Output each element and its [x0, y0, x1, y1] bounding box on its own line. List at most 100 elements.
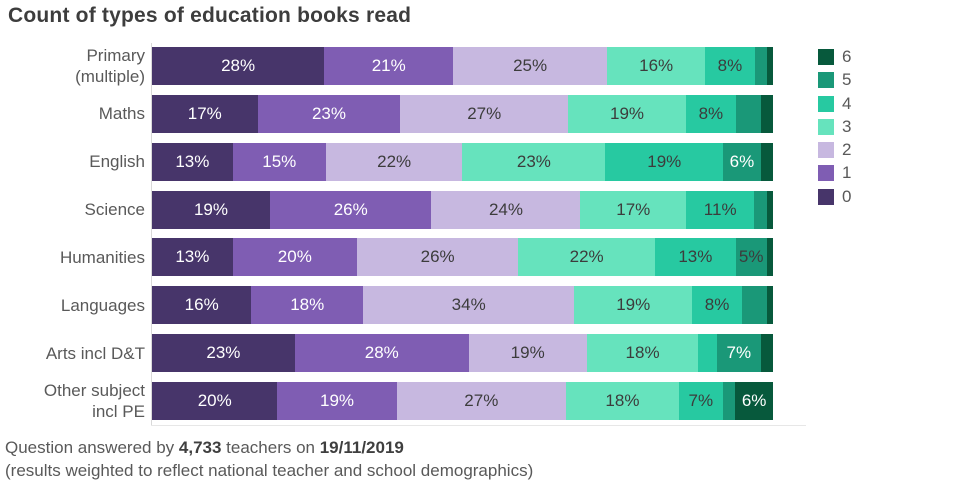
category-label: Maths — [98, 104, 145, 124]
bar-segment-series-3: 19% — [574, 286, 693, 325]
bar-segment-series-5: 7% — [717, 334, 761, 373]
footnote-line-1: Question answered by 4,733 teachers on 1… — [5, 436, 533, 459]
bar-segment-series-0: 16% — [152, 286, 252, 325]
category-label: Primary (multiple) — [75, 46, 145, 86]
bar-track: 23% 28% 19% 18% 7% — [152, 334, 773, 373]
bar-segment-series-1: 26% — [269, 190, 432, 229]
bar-segment-series-4 — [698, 334, 718, 373]
legend-label: 4 — [842, 93, 852, 113]
legend-label: 2 — [842, 140, 852, 160]
legend-label: 5 — [842, 70, 852, 90]
bar-segment-series-6 — [760, 94, 773, 133]
footnote: Question answered by 4,733 teachers on 1… — [5, 436, 533, 482]
legend-label: 0 — [842, 186, 852, 206]
bar-row: Maths 17% 23% 27% 19% 8% — [0, 94, 773, 133]
legend-swatch-icon — [818, 72, 834, 89]
legend-item-6: 6 — [818, 47, 852, 66]
category-label: Humanities — [59, 247, 145, 267]
bar-track: 28% 21% 25% 16% 8% — [152, 47, 773, 85]
category-label: Languages — [60, 295, 145, 315]
bar-segment-series-0: 17% — [152, 94, 258, 133]
bar-segment-series-5 — [754, 190, 767, 229]
bar-segment-series-2: 26% — [356, 238, 519, 277]
bar-segment-series-6 — [766, 286, 773, 325]
bar-segment-series-3: 22% — [518, 238, 655, 277]
bar-segment-series-1: 21% — [324, 47, 454, 85]
bar-segment-series-5: 5% — [735, 238, 767, 277]
respondent-count: 4,733 — [178, 438, 222, 457]
bar-segment-series-1: 18% — [251, 286, 364, 325]
bar-segment-series-1: 28% — [294, 334, 469, 373]
bar-row: Languages 16% 18% 34% 19% 8% — [0, 286, 773, 325]
bar-segment-series-2: 22% — [325, 142, 463, 181]
legend-swatch-icon — [818, 188, 834, 205]
legend-swatch-icon — [818, 118, 834, 135]
category-label: English — [89, 152, 145, 172]
x-axis-line — [151, 425, 806, 426]
legend-swatch-icon — [818, 49, 834, 65]
category-label: Arts incl D&T — [45, 343, 145, 363]
bar-row: Humanities 13% 20% 26% 22% 13% 5% — [0, 238, 773, 277]
bar-segment-series-6 — [760, 142, 773, 181]
bar-track: 16% 18% 34% 19% 8% — [152, 286, 773, 325]
bar-segment-series-4: 8% — [686, 94, 736, 133]
bar-segment-series-2: 25% — [453, 47, 607, 85]
bar-segment-series-2: 27% — [396, 381, 566, 420]
survey-date: 19/11/2019 — [319, 438, 404, 457]
legend-label: 3 — [842, 116, 852, 136]
bar-segment-series-4: 8% — [705, 47, 755, 85]
bar-segment-series-6 — [766, 238, 773, 277]
bar-segment-series-3: 23% — [462, 142, 606, 181]
bar-segment-series-4: 11% — [686, 190, 755, 229]
bar-track: 13% 15% 22% 23% 19% 6% — [152, 142, 773, 181]
legend-swatch-icon — [818, 142, 834, 159]
bar-track: 13% 20% 26% 22% 13% 5% — [152, 238, 773, 277]
bar-segment-series-6: 6% — [735, 381, 773, 420]
bar-row: Arts incl D&T 23% 28% 19% 18% 7% — [0, 334, 773, 373]
bar-segment-series-5 — [735, 94, 761, 133]
bar-segment-series-4: 8% — [692, 286, 742, 325]
bar-segment-series-3: 19% — [568, 94, 687, 133]
footnote-line-2: (results weighted to reflect national te… — [5, 461, 534, 480]
legend-item-0: 0 — [818, 186, 852, 206]
legend-item-5: 5 — [818, 70, 852, 90]
bar-rows: Primary (multiple) 28% 21% 25% 16% 8% Maths 17% 2… — [0, 46, 773, 421]
bar-segment-series-0: 23% — [152, 334, 295, 373]
bar-track: 20% 19% 27% 18% 7% 6% — [152, 381, 773, 420]
bar-segment-series-1: 20% — [232, 238, 357, 277]
legend-label: 1 — [842, 163, 852, 183]
bar-segment-series-6 — [766, 47, 773, 85]
bar-segment-series-3: 16% — [606, 47, 706, 85]
bar-segment-series-3: 18% — [586, 334, 699, 373]
legend: 6 5 4 3 2 1 0 — [818, 47, 852, 206]
legend-item-4: 4 — [818, 93, 852, 113]
bar-segment-series-2: 19% — [468, 334, 587, 373]
legend-item-3: 3 — [818, 116, 852, 136]
bar-segment-series-5 — [722, 381, 736, 420]
bar-segment-series-1: 19% — [277, 381, 397, 420]
bar-track: 19% 26% 24% 17% 11% — [152, 190, 773, 229]
bar-row: Primary (multiple) 28% 21% 25% 16% 8% — [0, 46, 773, 86]
bar-row: Other subject incl PE 20% 19% 27% 18% 7% 6% — [0, 380, 773, 421]
chart-title: Count of types of education books read — [8, 4, 412, 27]
bar-segment-series-2: 24% — [431, 190, 581, 229]
bar-row: English 13% 15% 22% 23% 19% 6% — [0, 142, 773, 181]
bar-segment-series-0: 13% — [152, 238, 233, 277]
category-label: Other subject incl PE — [43, 380, 145, 421]
bar-segment-series-2: 34% — [363, 286, 575, 325]
bar-track: 17% 23% 27% 19% 8% — [152, 94, 773, 133]
bar-segment-series-1: 23% — [257, 94, 401, 133]
bar-segment-series-4: 13% — [654, 238, 736, 277]
bar-segment-series-1: 15% — [232, 142, 326, 181]
bar-segment-series-5 — [741, 286, 767, 325]
bar-segment-series-4: 19% — [605, 142, 724, 181]
legend-swatch-icon — [818, 165, 834, 182]
category-label: Science — [84, 200, 145, 220]
legend-label: 6 — [842, 47, 852, 66]
bar-segment-series-4: 7% — [678, 381, 723, 420]
footnote-text: Question answered by — [5, 438, 179, 457]
legend-item-1: 1 — [818, 163, 852, 183]
bar-segment-series-3: 18% — [565, 381, 679, 420]
bar-segment-series-0: 13% — [152, 142, 233, 181]
